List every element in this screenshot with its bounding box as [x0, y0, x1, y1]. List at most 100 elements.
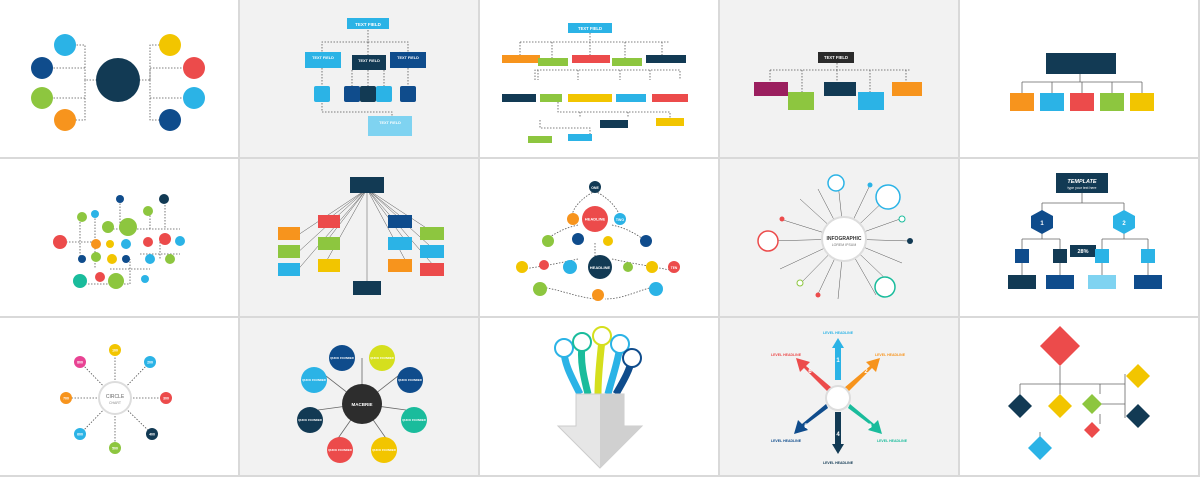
value-label: 100 — [112, 349, 118, 353]
template-subtitle: type your text here — [1068, 186, 1097, 190]
founder-node — [369, 345, 395, 371]
arrow-2 — [844, 358, 880, 392]
text-field-flowchart-diagram: TEXT FIELD TEXT FIELD TEXT FIELD TEXT FI… — [305, 18, 426, 136]
top-box — [1046, 53, 1116, 74]
box — [388, 237, 412, 250]
node-label: TWO — [616, 218, 624, 222]
node — [91, 239, 101, 249]
template-header — [1056, 173, 1108, 193]
arrow-4 — [832, 412, 844, 454]
down-arrow-shade — [600, 394, 642, 468]
diamond — [1084, 422, 1100, 438]
value-node — [109, 442, 121, 454]
node — [91, 210, 99, 218]
box — [420, 227, 444, 240]
node — [572, 233, 584, 245]
outer-node — [867, 182, 873, 188]
infographic-title: INFOGRAPHIC — [827, 236, 862, 242]
node — [563, 260, 577, 274]
node — [159, 34, 181, 56]
box — [420, 245, 444, 258]
box — [502, 55, 540, 63]
center-disc — [825, 385, 851, 411]
box — [528, 136, 552, 143]
outer-node — [898, 215, 906, 223]
founder-node — [371, 437, 397, 463]
text-field-box — [352, 55, 386, 70]
bubble-network-cell — [0, 159, 240, 318]
template-title: TEMPLATE — [1067, 179, 1097, 185]
text-box — [1008, 275, 1036, 289]
infographic-subtitle: LOREM IPSUM — [832, 243, 857, 247]
infographic-radial-cell: INFOGRAPHIC LOREM IPSUM — [720, 159, 960, 318]
box — [788, 92, 814, 110]
outer-node — [907, 238, 913, 244]
headline-label: HEADLINE — [585, 217, 606, 222]
node — [646, 261, 658, 273]
infographic-radial-diagram: INFOGRAPHIC LOREM IPSUM — [757, 174, 913, 300]
node — [567, 213, 579, 225]
box — [1070, 93, 1094, 111]
box — [612, 58, 642, 66]
value-label: 800 — [77, 361, 83, 365]
arrow-3 — [848, 404, 882, 434]
hexagon-number: 2 — [1122, 221, 1126, 227]
arrow-number: 6 — [808, 369, 812, 375]
node-label: ONE — [591, 186, 599, 190]
founder-label: QUICK FOUNDER — [328, 448, 352, 452]
box — [568, 134, 592, 141]
value-node — [74, 356, 86, 368]
icon-tile — [314, 86, 330, 102]
box — [388, 215, 412, 228]
funnel-node — [572, 332, 592, 352]
founder-label: QUICK FOUNDER — [302, 378, 326, 382]
box — [1010, 93, 1034, 111]
hexagon-number: 1 — [1040, 221, 1044, 227]
box — [318, 237, 340, 250]
text-field-label: TEXT FIELD — [379, 121, 401, 125]
macbrie-circle-cell: MACBRIE QUICK FOUNDER QUICK FOUNDER QUIC… — [240, 318, 480, 477]
box — [540, 94, 562, 102]
headline-bubble-flow-cell: ONE HEADLINE TWO HEADLINE TEN — [480, 159, 720, 318]
level-headline: LEVEL HEADLINE — [877, 439, 908, 443]
text-field-org-chart-cell: TEXT FIELD — [480, 0, 720, 159]
box — [278, 245, 300, 258]
center-node — [96, 58, 140, 102]
node — [175, 236, 185, 246]
fan-out-boxes-cell — [240, 159, 480, 318]
level-headline: LEVEL HEADLINE — [771, 439, 802, 443]
node — [603, 236, 613, 246]
funnel-arrow-cell — [480, 318, 720, 477]
text-field-box — [347, 18, 389, 29]
box — [858, 92, 884, 110]
level-headline: LEVEL HEADLINE — [875, 353, 906, 357]
icon-tile — [1095, 249, 1109, 263]
node — [159, 109, 181, 131]
node — [31, 87, 53, 109]
funnel-arrow-diagram — [554, 326, 644, 469]
icon-tile — [1015, 249, 1029, 263]
diamond — [1008, 394, 1032, 418]
icon-tile — [360, 86, 376, 102]
node — [106, 240, 114, 248]
diamond — [1082, 394, 1102, 414]
value-label: 400 — [149, 433, 155, 437]
diamond-top — [1040, 326, 1080, 366]
box — [538, 58, 568, 66]
arrow-number: 1 — [836, 358, 840, 364]
node — [108, 273, 124, 289]
node — [183, 87, 205, 109]
value-node — [144, 356, 156, 368]
text-field-box — [818, 52, 854, 63]
text-field-label: TEXT FIELD — [397, 56, 419, 60]
icon-tile — [344, 86, 360, 102]
icon-tile — [400, 86, 416, 102]
value-node — [74, 428, 86, 440]
icon-tile — [376, 86, 392, 102]
outer-node — [875, 184, 901, 210]
box — [656, 118, 684, 126]
box — [278, 263, 300, 276]
founder-node — [297, 407, 323, 433]
node — [533, 282, 547, 296]
